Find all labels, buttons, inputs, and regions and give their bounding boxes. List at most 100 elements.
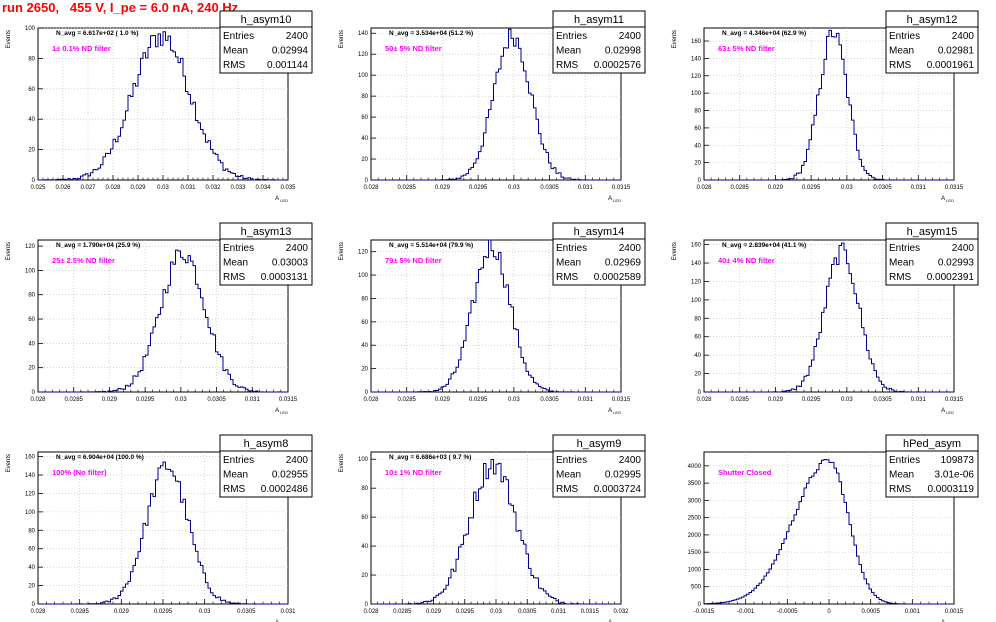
x-tick-label: 0.03 (490, 609, 502, 615)
x-tick-label: 0.03 (508, 185, 520, 191)
y-axis-label: Events (672, 242, 678, 260)
stats-label: Mean (556, 258, 581, 269)
histogram-panel-h_asym9: 0.028 0.0285 0.029 0.0295 0.03 0.0305 0.031 0.0… (339, 434, 646, 622)
stats-value: 0.02995 (605, 470, 642, 481)
histogram-name: h_asym8 (244, 438, 289, 450)
x-axis-label: A LED (608, 620, 621, 622)
y-tick-label: 20 (361, 367, 368, 373)
y-tick-label: 20 (28, 584, 35, 590)
filter-annotation: 79± 5% ND filter (385, 256, 442, 265)
y-tick-label: 140 (691, 261, 702, 267)
stats-label: RMS (889, 484, 912, 495)
y-tick-label: 40 (694, 143, 701, 149)
stats-label: RMS (223, 484, 246, 495)
stats-label: Mean (556, 46, 581, 57)
y-tick-label: 100 (358, 457, 369, 463)
y-tick-label: 140 (691, 56, 702, 62)
x-axis-label: A LED (941, 620, 954, 622)
filter-annotation: 1± 0.1% ND filter (52, 44, 111, 53)
y-tick-label: 140 (25, 473, 36, 479)
y-tick-label: 20 (361, 573, 368, 579)
y-tick-label: 80 (694, 316, 701, 322)
y-tick-label: 80 (28, 293, 35, 299)
navg-label: N_avg = 5.514e+04 (79.9 %) (389, 242, 473, 249)
stats-box (885, 10, 979, 74)
x-tick-label: 0.0285 (398, 397, 417, 403)
navg-label: N_avg = 6.904e+04 (100.0 %) (56, 454, 144, 461)
y-tick-label: 40 (361, 136, 368, 142)
y-tick-label: 2000 (688, 533, 702, 539)
stats-label: Mean (223, 258, 248, 269)
stats-box (219, 222, 313, 286)
x-tick-label: 0.0295 (136, 397, 155, 403)
x-tick-label: 0.031 (280, 609, 296, 615)
stats-value: 2400 (619, 243, 642, 254)
stats-label: Mean (889, 470, 914, 481)
y-tick-label: 1500 (688, 550, 702, 556)
x-tick-label: 0.031 (245, 397, 261, 403)
histogram-panel-h_asym15: 0.028 0.0285 0.029 0.0295 0.03 0.0305 0.031 0.0… (672, 222, 979, 415)
histogram-line (704, 242, 954, 393)
x-tick-label: 0.033 (230, 185, 246, 191)
stats-box (219, 434, 313, 498)
y-tick-label: 80 (361, 486, 368, 492)
y-tick-label: 60 (361, 320, 368, 326)
stats-label: Entries (889, 243, 920, 254)
y-tick-label: 20 (361, 157, 368, 163)
stats-value: 0.02998 (605, 46, 642, 57)
histogram-name: h_asym15 (907, 226, 958, 238)
y-tick-label: 80 (361, 94, 368, 100)
x-tick-label: 0.0305 (207, 397, 226, 403)
stats-label: Entries (223, 455, 254, 466)
stats-value: 2400 (952, 243, 975, 254)
stats-value: 2400 (619, 31, 642, 42)
x-tick-label: 0.0295 (802, 397, 821, 403)
y-tick-label: 60 (28, 87, 35, 93)
x-tick-label: 0.0315 (612, 185, 631, 191)
stats-box (552, 434, 646, 498)
y-tick-label: 120 (358, 250, 369, 256)
histogram-line (38, 461, 288, 605)
stats-value: 0.0002576 (594, 60, 642, 71)
histogram-line (703, 459, 954, 605)
y-tick-label: 100 (25, 268, 36, 274)
y-tick-label: 0 (365, 178, 369, 184)
stats-value: 0.0002486 (261, 484, 309, 495)
y-axis-label: Events (6, 242, 12, 260)
x-tick-label: 0.029 (768, 397, 784, 403)
y-tick-label: 80 (361, 296, 368, 302)
y-tick-label: 80 (694, 109, 701, 115)
x-tick-label: 0.029 (102, 397, 118, 403)
histogram-name: h_asym11 (574, 14, 624, 26)
x-tick-label: 0.029 (130, 185, 146, 191)
stats-value: 0.0002589 (594, 272, 642, 283)
stats-box (552, 222, 646, 286)
x-axis-label: A LED (941, 408, 954, 415)
x-tick-label: 0.027 (80, 185, 96, 191)
x-tick-label: 0.0305 (873, 185, 892, 191)
y-tick-label: 40 (361, 544, 368, 550)
y-tick-label: 40 (361, 343, 368, 349)
stats-label: RMS (889, 60, 912, 71)
y-tick-label: 120 (691, 74, 702, 80)
y-tick-label: 0 (32, 178, 36, 184)
x-tick-label: 0.0295 (469, 185, 488, 191)
y-tick-label: 80 (28, 528, 35, 534)
histogram-line (704, 29, 954, 181)
x-tick-label: -0.0005 (777, 609, 798, 615)
stats-value: 0.02993 (938, 258, 975, 269)
navg-label: N_avg = 3.534e+04 (51.2 %) (389, 30, 473, 37)
y-tick-label: 100 (358, 73, 369, 79)
x-tick-label: 0.029 (435, 397, 451, 403)
x-tick-label: 0.0305 (237, 609, 256, 615)
stats-value: 0.02969 (605, 258, 642, 269)
y-tick-label: 20 (28, 148, 35, 154)
x-tick-label: 0.031 (180, 185, 196, 191)
y-tick-label: 40 (694, 353, 701, 359)
stats-value: 0.02955 (272, 470, 309, 481)
stats-value: 0.02981 (938, 46, 975, 57)
stats-label: Entries (223, 31, 254, 42)
y-tick-label: 120 (25, 244, 36, 250)
navg-label: N_avg = 6.617e+02 ( 1.0 %) (56, 30, 138, 37)
x-tick-label: 0.03 (508, 397, 520, 403)
